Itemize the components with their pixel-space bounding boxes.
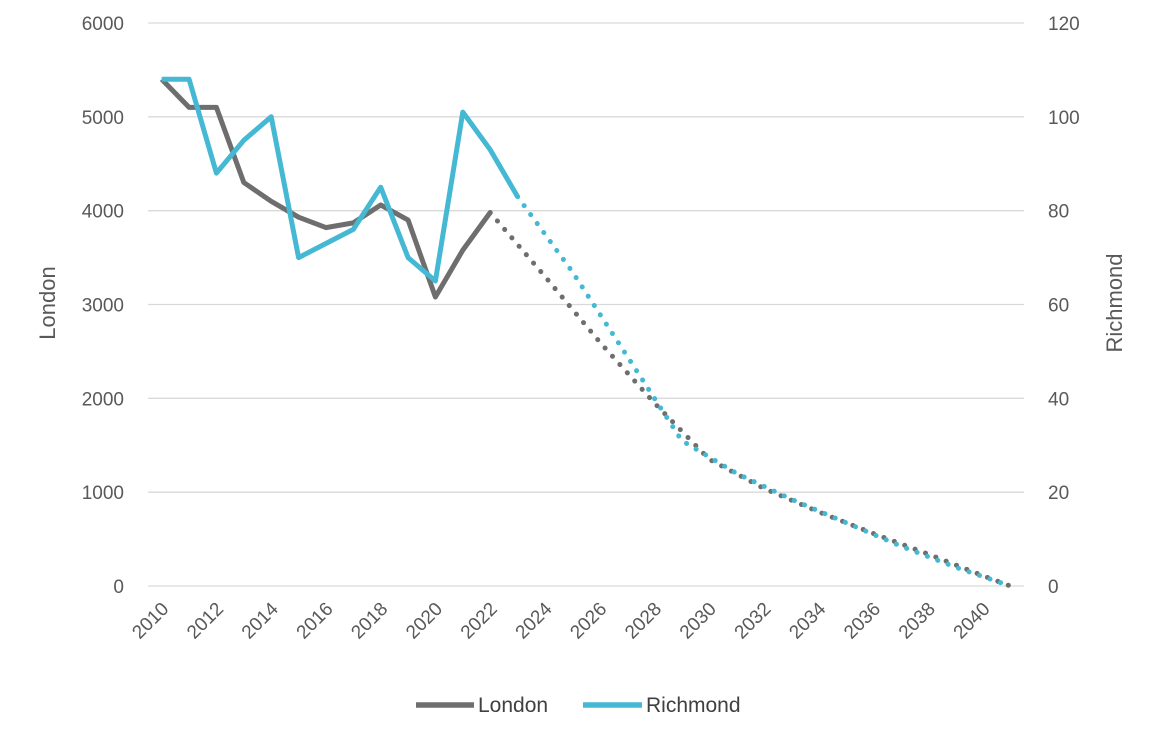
x-tick-label: 2028 xyxy=(621,599,666,644)
x-axis-ticks: 2010 2012 2014 2016 2018 2020 2022 2024 2026 2028… xyxy=(128,598,994,643)
x-tick-label: 2014 xyxy=(238,598,283,643)
left-axis-title: London xyxy=(35,266,60,339)
right-tick-label: 60 xyxy=(1048,296,1069,317)
x-tick-label: 2020 xyxy=(402,599,447,644)
legend-label-london: London xyxy=(478,694,548,717)
series-lines xyxy=(159,76,1013,589)
x-tick-label: 2034 xyxy=(785,598,830,643)
left-tick-label: 0 xyxy=(113,577,124,598)
legend: London Richmond xyxy=(416,694,741,717)
x-tick-label: 2018 xyxy=(347,599,392,644)
right-tick-label: 80 xyxy=(1048,202,1069,223)
right-tick-label: 0 xyxy=(1048,577,1059,598)
left-tick-label: 4000 xyxy=(82,202,124,223)
series-line-london-projected xyxy=(487,210,1013,589)
right-axis-title: Richmond xyxy=(1102,253,1127,352)
right-tick-label: 20 xyxy=(1048,483,1069,504)
left-tick-label: 2000 xyxy=(82,389,124,410)
x-tick-label: 2022 xyxy=(457,599,502,644)
legend-label-richmond: Richmond xyxy=(646,694,741,717)
gridlines xyxy=(148,22,1024,587)
series-line-richmond-projected xyxy=(515,194,1013,589)
x-tick-label: 2040 xyxy=(950,599,995,644)
left-axis-ticks: 0 1000 2000 3000 4000 5000 6000 xyxy=(82,14,124,598)
series-line-london xyxy=(159,77,493,300)
x-tick-label: 2026 xyxy=(566,599,611,644)
series-line-richmond xyxy=(161,76,520,284)
right-tick-label: 100 xyxy=(1048,108,1080,129)
left-tick-label: 1000 xyxy=(82,483,124,504)
right-tick-label: 120 xyxy=(1048,14,1080,35)
left-tick-label: 5000 xyxy=(82,108,124,129)
series-richmond xyxy=(161,76,1013,589)
right-tick-label: 40 xyxy=(1048,389,1069,410)
x-tick-label: 2024 xyxy=(512,598,557,643)
left-tick-label: 6000 xyxy=(82,14,124,35)
right-axis-ticks: 0 20 40 60 80 100 120 xyxy=(1048,14,1080,598)
x-tick-label: 2016 xyxy=(293,599,338,644)
x-tick-label: 2036 xyxy=(840,599,885,644)
x-tick-label: 2012 xyxy=(183,599,228,644)
series-london xyxy=(159,77,1013,589)
x-tick-label: 2038 xyxy=(895,599,940,644)
x-tick-label: 2010 xyxy=(128,599,173,644)
x-tick-label: 2030 xyxy=(676,599,721,644)
left-tick-label: 3000 xyxy=(82,296,124,317)
x-tick-label: 2032 xyxy=(731,599,776,644)
